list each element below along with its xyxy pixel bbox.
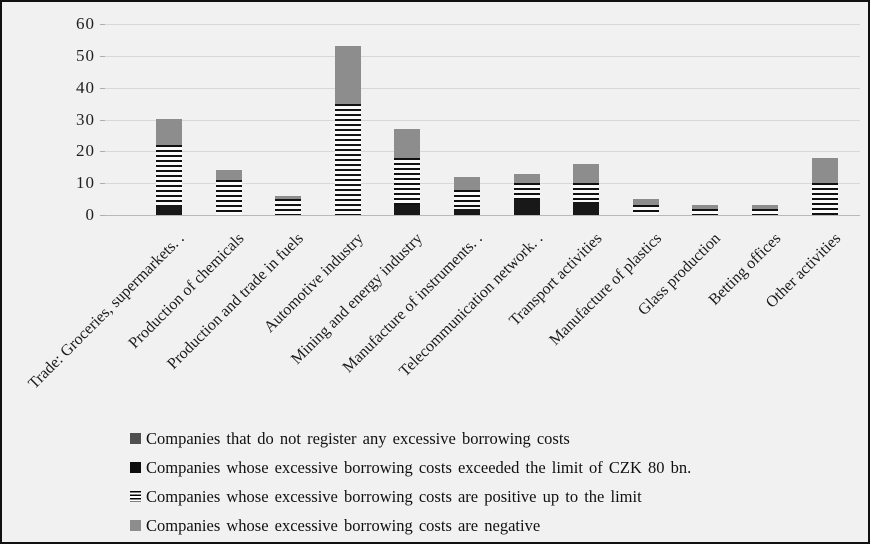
bar-segment-gray [275,196,301,199]
x-axis-category-label: Automotive industry [261,230,368,336]
legend: Companies that do not register any exces… [130,424,691,540]
gridline [105,56,860,57]
gridline [105,151,860,152]
y-axis-tick-label: 0 [85,205,95,224]
legend-swatch-black [130,462,141,473]
bar-segment-stripes [573,183,599,202]
bar-segment-black [156,205,182,215]
bar-segment-gray [394,129,420,158]
bar-segment-stripes [156,145,182,205]
legend-swatch-stripes [130,491,141,502]
gridline [105,120,860,121]
legend-label: Companies whose excessive borrowing cost… [146,515,541,535]
x-axis-line [105,215,860,216]
legend-item-negative: Companies whose excessive borrowing cost… [130,511,691,540]
bar-segment-gray [156,119,182,145]
bar-segment-stripes [812,183,838,215]
bar-segment-gray [514,174,540,183]
bar-segment-stripes [275,199,301,215]
bar-segment-gray [812,158,838,183]
y-axis-tick [100,183,105,184]
legend-item-positive-up-to-limit: Companies whose excessive borrowing cost… [130,482,691,511]
stacked-bar [394,129,420,215]
x-axis-category-label: Production of chemicals [126,230,249,352]
y-axis-tick [100,151,105,152]
bar-segment-stripes [454,190,480,209]
stacked-bar [573,164,599,215]
bar-segment-gray [454,177,480,190]
bar-segment-stripes [335,104,361,215]
bar-segment-black [514,199,540,215]
y-axis-tick [100,56,105,57]
x-axis-category-label: Manufacture of plastics [546,230,666,349]
y-axis-tick-label: 20 [76,141,95,160]
bar-segment-stripes [394,158,420,205]
legend-label: Companies that do not register any exces… [146,428,570,448]
stacked-bar [335,46,361,215]
y-axis-tick [100,215,105,216]
stacked-bar [633,199,659,215]
legend-label: Companies whose excessive borrowing cost… [146,457,692,477]
y-axis-tick-label: 40 [76,78,95,97]
y-axis-tick-label: 30 [76,110,95,129]
stacked-bar [812,158,838,215]
gridline [105,88,860,89]
bar-segment-stripes [514,183,540,199]
bar-segment-gray [633,199,659,205]
stacked-bar [156,119,182,215]
y-axis-tick [100,88,105,89]
legend-item-no-register: Companies that do not register any exces… [130,424,691,453]
bar-segment-stripes [752,209,778,215]
y-axis-tick-label: 50 [76,46,95,65]
y-axis-tick [100,120,105,121]
bar-segment-gray [692,205,718,209]
bar-segment-black [573,202,599,215]
legend-swatch-gray [130,520,141,531]
stacked-bar [692,205,718,215]
legend-item-exceeded-limit: Companies whose excessive borrowing cost… [130,453,691,482]
bar-segment-gray [335,46,361,104]
gridline [105,183,860,184]
bar-segment-gray [216,170,242,180]
stacked-bar [216,170,242,215]
gridline [105,24,860,25]
legend-swatch-darkgray [130,433,141,444]
y-axis-tick-label: 10 [76,173,95,192]
bar-segment-black [454,209,480,215]
stacked-bar [454,177,480,215]
bar-segment-gray [573,164,599,183]
y-axis-tick [100,24,105,25]
stacked-bar [275,196,301,215]
bar-segment-stripes [216,180,242,215]
y-axis-tick-label: 60 [76,14,95,33]
bar-segment-gray [752,205,778,209]
stacked-bar [752,205,778,215]
legend-label: Companies whose excessive borrowing cost… [146,486,642,506]
bar-segment-stripes [633,205,659,215]
stacked-bar [514,174,540,215]
bar-segment-black [394,205,420,215]
bar-segment-stripes [692,209,718,215]
